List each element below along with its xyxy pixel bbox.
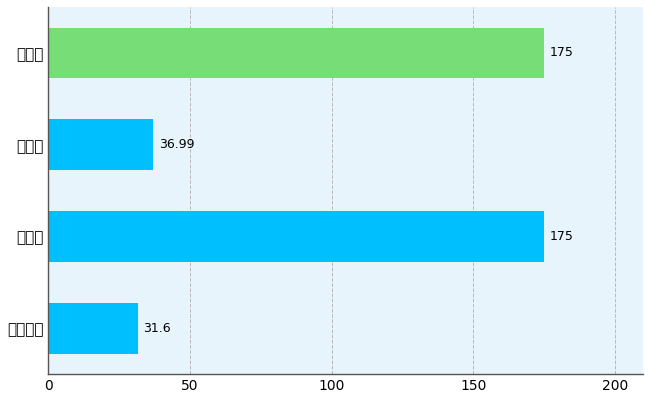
Bar bbox=[48, 28, 544, 78]
Bar bbox=[48, 211, 544, 262]
Text: 175: 175 bbox=[550, 46, 573, 59]
Text: 31.6: 31.6 bbox=[144, 322, 171, 335]
Bar bbox=[48, 120, 153, 170]
Text: 175: 175 bbox=[550, 230, 573, 243]
Bar bbox=[48, 303, 138, 354]
Text: 36.99: 36.99 bbox=[159, 138, 194, 151]
